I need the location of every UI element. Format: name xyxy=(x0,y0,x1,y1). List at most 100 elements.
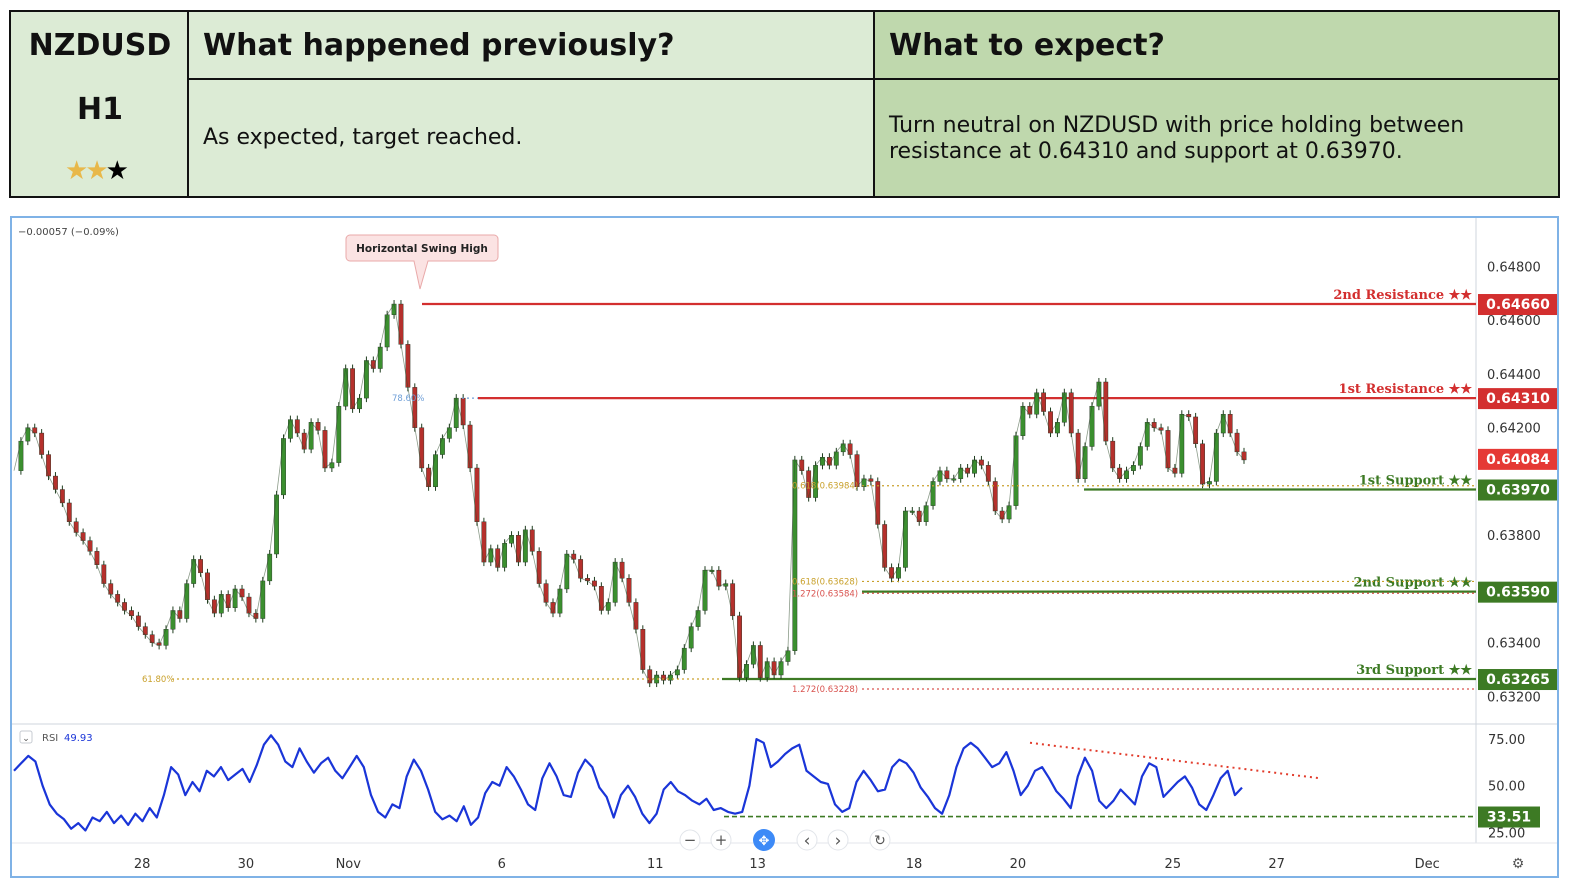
level-price-tag xyxy=(1478,479,1557,501)
price-candle xyxy=(778,661,784,676)
price-candle xyxy=(46,454,51,477)
price-candle xyxy=(260,580,266,619)
price-candle xyxy=(495,548,501,568)
reset-zoom-button[interactable]: ✥ xyxy=(753,829,775,851)
price-line xyxy=(13,302,1245,684)
price-candle xyxy=(87,540,93,552)
price-candle xyxy=(750,645,756,665)
time-tick-label: 11 xyxy=(647,857,664,872)
level-price-tag xyxy=(1478,388,1557,410)
settings-icon[interactable]: ⚙ xyxy=(1512,856,1525,872)
price-candle xyxy=(53,475,58,490)
price-candle xyxy=(633,602,639,630)
fib-label: 0.618(0.63984) xyxy=(792,482,858,492)
rating-stars: ★★★ xyxy=(65,156,129,186)
chart-nav-controls: − + ✥ ‹ › ↻ xyxy=(679,829,891,851)
price-candle xyxy=(833,451,839,466)
fib-label: 1.272(0.63584) xyxy=(792,589,858,599)
price-candle xyxy=(481,521,487,563)
price-chart[interactable]: −0.00057 (−0.09%) ⌄ RSI 49.93 2nd Resist… xyxy=(12,218,1557,876)
price-candle xyxy=(1137,446,1143,466)
current-price-label: 0.64084 xyxy=(1486,452,1550,468)
price-candle xyxy=(896,567,901,579)
price-candle xyxy=(274,494,279,555)
price-candle xyxy=(440,438,445,455)
price-candle xyxy=(1179,414,1185,474)
rsi-label: RSI xyxy=(42,733,58,744)
price-candle xyxy=(1089,405,1095,447)
price-candle xyxy=(1144,422,1150,447)
price-candle xyxy=(502,543,508,568)
refresh-button[interactable]: ↻ xyxy=(869,829,891,851)
level-price-label: 0.64310 xyxy=(1486,391,1550,407)
price-candle xyxy=(384,314,390,348)
price-candle xyxy=(536,551,542,584)
price-candle xyxy=(426,467,432,488)
level-name: 1st Resistance ★★ xyxy=(1339,382,1473,397)
analysis-header-table: NZDUSD H1 ★★★ What happened previously? … xyxy=(9,10,1560,198)
rsi-tick-label: 75.00 xyxy=(1488,733,1525,748)
price-tick-label: 0.64600 xyxy=(1487,314,1541,329)
price-candle xyxy=(1103,381,1109,442)
price-candle xyxy=(619,561,625,579)
price-candle xyxy=(205,572,210,600)
plus-icon: + xyxy=(715,831,728,849)
time-tick-label: 13 xyxy=(749,857,766,872)
level-name: 1st Support ★★ xyxy=(1359,474,1473,489)
price-candle xyxy=(350,368,355,410)
price-candle xyxy=(377,346,383,369)
scroll-left-button[interactable]: ‹ xyxy=(796,829,818,851)
price-candle xyxy=(308,422,314,450)
price-candle xyxy=(578,559,584,579)
price-candle xyxy=(59,489,65,504)
price-candle xyxy=(419,427,425,469)
price-candle xyxy=(211,599,217,614)
level-price-label: 0.63265 xyxy=(1486,672,1550,688)
price-tick-label: 0.63800 xyxy=(1487,529,1541,544)
price-tick-label: 0.63200 xyxy=(1487,690,1541,705)
price-candle xyxy=(598,586,604,611)
level-name: 3rd Support ★★ xyxy=(1356,663,1472,678)
rsi-support-tag xyxy=(1478,806,1540,828)
level-price-tag xyxy=(1478,669,1557,691)
level-price-tag xyxy=(1478,581,1557,603)
price-candle xyxy=(294,419,300,434)
level-name: 2nd Resistance ★★ xyxy=(1333,288,1472,303)
current-price-tag xyxy=(1478,448,1557,470)
rsi-trendline xyxy=(1029,741,1321,780)
price-candle xyxy=(688,626,694,649)
price-candle xyxy=(39,432,45,455)
price-candle xyxy=(474,467,480,522)
price-candle xyxy=(923,505,929,522)
time-tick-label: 6 xyxy=(498,857,506,872)
price-tick-label: 0.63400 xyxy=(1487,637,1541,652)
zoom-out-button[interactable]: − xyxy=(679,829,701,851)
timeframe-label: H1 xyxy=(77,92,123,127)
symbol-name: NZDUSD xyxy=(28,28,172,63)
price-candle xyxy=(882,524,888,568)
expect-text-line2: resistance at 0.64310 and support at 0.6… xyxy=(889,139,1403,164)
price-tick-label: 0.64400 xyxy=(1487,368,1541,383)
zoom-in-button[interactable]: + xyxy=(710,829,732,851)
star-filled-icon: ★ xyxy=(65,156,88,186)
scroll-right-button[interactable]: › xyxy=(827,829,849,851)
level-name: 2nd Support ★★ xyxy=(1354,576,1473,591)
previous-title: What happened previously? xyxy=(203,28,675,63)
price-candle xyxy=(488,548,494,563)
price-candle xyxy=(1082,446,1088,479)
price-candle xyxy=(744,664,749,678)
star-empty-icon: ★ xyxy=(105,156,129,186)
price-candle xyxy=(1213,432,1219,482)
rsi-collapse-button[interactable] xyxy=(19,730,33,744)
price-candle xyxy=(301,432,307,450)
price-candle xyxy=(985,465,991,482)
price-candle xyxy=(433,454,438,488)
price-candle xyxy=(225,594,231,608)
price-candle xyxy=(1055,422,1060,434)
price-candle xyxy=(640,629,646,670)
rsi-value: 49.93 xyxy=(64,733,93,744)
price-candle xyxy=(1020,405,1026,436)
price-candle xyxy=(1061,392,1067,423)
price-candle xyxy=(398,303,404,345)
callout-text: Horizontal Swing High xyxy=(356,243,488,255)
